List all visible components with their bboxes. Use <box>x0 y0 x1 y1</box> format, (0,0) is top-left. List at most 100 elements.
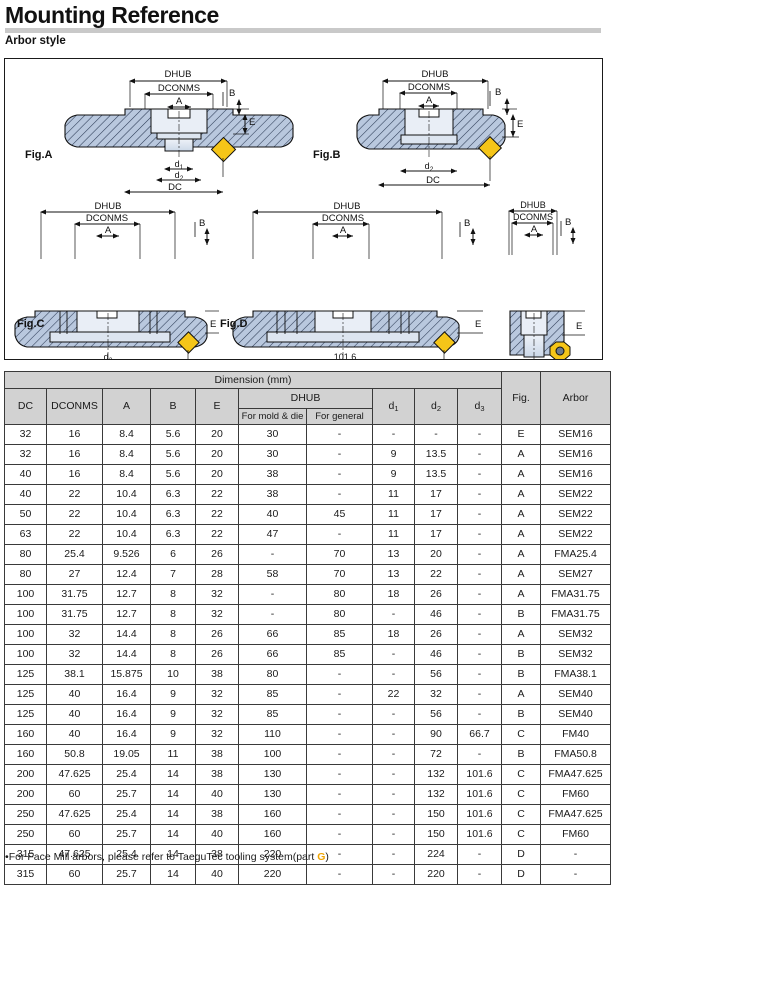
table-row: 250 47.625 25.4 14 38 160- -150 101.6 C FMA47.625 <box>4 804 611 825</box>
cell-dconms: 47.625 <box>46 844 103 865</box>
cell-general: - <box>306 864 373 885</box>
cell-dconms: 31.75 <box>46 604 103 625</box>
cell-d1: 13 <box>372 564 415 585</box>
fig-a-caption: Fig.A <box>25 149 53 161</box>
cell-arbor: FMA47.625 <box>540 764 611 785</box>
cell-a: 10.4 <box>102 504 151 525</box>
cell-dc: 315 <box>4 864 47 885</box>
cell-a: 14.4 <box>102 624 151 645</box>
cell-mold-die: 160 <box>238 804 307 825</box>
header-a: A <box>102 388 151 425</box>
cell-d1: 22 <box>372 684 415 705</box>
cell-dconms: 47.625 <box>46 764 103 785</box>
fig-e-label-a: A <box>531 224 538 235</box>
cell-d3: - <box>457 604 502 625</box>
fig-e-label-dconms: DCONMS <box>513 212 553 222</box>
cell-a: 16.4 <box>102 684 151 705</box>
cell-d1: - <box>372 724 415 745</box>
fig-e-label-dhub: DHUB <box>520 200 546 210</box>
cell-dc: 80 <box>4 544 47 565</box>
cell-e: 32 <box>195 704 239 725</box>
cell-d2: 132 <box>414 764 458 785</box>
cell-a: 25.4 <box>102 844 151 865</box>
cell-arbor: SEM32 <box>540 624 611 645</box>
header-fig: Fig. <box>501 371 541 425</box>
table-row: 80 27 12.4 7 28 58 70 13 22- A SEM27 <box>4 564 611 585</box>
table-row: 50 22 10.4 6.3 22 40 45 11 17- A SEM22 <box>4 504 611 525</box>
fig-b-caption: Fig.B <box>313 149 341 161</box>
cell-dc: 125 <box>4 664 47 685</box>
cell-d3: - <box>457 424 502 445</box>
cell-e: 38 <box>195 844 239 865</box>
cell-general: - <box>306 764 373 785</box>
cell-d3: 66.7 <box>457 724 502 745</box>
cell-a: 16.4 <box>102 724 151 745</box>
fig-d-label-b: B <box>464 218 470 229</box>
cell-d3: 101.6 <box>457 784 502 805</box>
cell-dc: 40 <box>4 464 47 485</box>
table-row: 200 47.625 25.4 14 38 130- -132 101.6 C FMA47.625 <box>4 764 611 785</box>
cell-mold-die: 85 <box>238 704 307 725</box>
cell-mold-die: 66 <box>238 644 307 665</box>
cell-d2: 224 <box>414 844 458 865</box>
table-row: 40 22 10.4 6.3 22 38-11 17- A SEM22 <box>4 484 611 505</box>
fig-d-label-dconms: DCONMS <box>322 213 364 224</box>
table-row: 100 32 14.4 8 26 66 85 18 26- A SEM32 <box>4 624 611 645</box>
cell-fig: A <box>501 484 541 505</box>
cell-b: 14 <box>150 844 196 865</box>
cell-fig: B <box>501 744 541 765</box>
fig-d-label-a: A <box>340 225 347 236</box>
cell-dc: 200 <box>4 764 47 785</box>
cell-a: 14.4 <box>102 644 151 665</box>
cell-fig: D <box>501 844 541 865</box>
cell-a: 9.526 <box>102 544 151 565</box>
cell-d3: - <box>457 864 502 885</box>
section-subtitle: Arbor style <box>5 35 66 47</box>
cell-d3: - <box>457 684 502 705</box>
cell-arbor: FMA25.4 <box>540 544 611 565</box>
cell-d1: - <box>372 704 415 725</box>
cell-arbor: SEM22 <box>540 484 611 505</box>
cell-mold-die: 220 <box>238 844 307 865</box>
cell-mold-die: 66 <box>238 624 307 645</box>
cell-e: 32 <box>195 724 239 745</box>
cell-d2: 132 <box>414 784 458 805</box>
cell-fig: C <box>501 784 541 805</box>
table-row: 250 60 25.7 14 40 160- -150 101.6 C FM60 <box>4 824 611 845</box>
cell-dconms: 40 <box>46 684 103 705</box>
fig-b-label-a: A <box>426 95 433 106</box>
cell-a: 16.4 <box>102 704 151 725</box>
cell-d1: 11 <box>372 524 415 545</box>
fig-e-label-e: E <box>576 321 582 332</box>
cell-general: 70 <box>306 544 373 565</box>
cell-e: 38 <box>195 664 239 685</box>
cell-e: 26 <box>195 624 239 645</box>
cell-fig: C <box>501 824 541 845</box>
cell-e: 26 <box>195 644 239 665</box>
table-row: 32 16 8.4 5.6 20 30- - - - E SEM16 <box>4 424 611 445</box>
cell-dc: 100 <box>4 604 47 625</box>
cell-e: 26 <box>195 544 239 565</box>
fig-a-group: DHUB DCONMS A B E d1 d2 <box>25 69 294 195</box>
cell-dc: 100 <box>4 584 47 605</box>
cell-d3: - <box>457 644 502 665</box>
cell-dconms: 40 <box>46 704 103 725</box>
cell-dc: 63 <box>4 524 47 545</box>
arbor-dimension-table: Dimension (mm) Fig. Arbor DC DCONMS A B … <box>4 371 611 885</box>
cell-d1: - <box>372 864 415 885</box>
cell-b: 14 <box>150 764 196 785</box>
cell-d3: - <box>457 544 502 565</box>
cell-mold-die: - <box>238 584 307 605</box>
fig-e-group: DHUB DCONMS A B E DC Fig.E <box>508 200 585 359</box>
table-head: Dimension (mm) Fig. Arbor DC DCONMS A B … <box>4 371 611 425</box>
fig-c-label-dhub: DHUB <box>95 201 122 212</box>
fig-b-label-e: E <box>517 119 523 130</box>
fig-b-label-dhub: DHUB <box>422 69 449 80</box>
cell-mold-die: - <box>238 544 307 565</box>
cell-b: 6.3 <box>150 504 196 525</box>
header-dconms: DCONMS <box>46 388 103 425</box>
cell-mold-die: 30 <box>238 424 307 445</box>
fig-b-group: DHUB DCONMS A B E d2 DC Fig.B <box>313 69 523 188</box>
cell-a: 25.4 <box>102 804 151 825</box>
cell-e: 20 <box>195 464 239 485</box>
